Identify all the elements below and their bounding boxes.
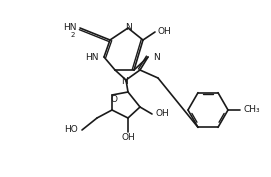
Text: N: N	[153, 53, 160, 61]
Text: OH: OH	[121, 133, 135, 142]
Text: 2: 2	[71, 32, 75, 38]
Text: HO: HO	[64, 125, 78, 135]
Text: O: O	[111, 96, 118, 104]
Text: OH: OH	[156, 110, 170, 118]
Text: OH: OH	[158, 27, 172, 36]
Text: HN: HN	[63, 24, 77, 33]
Text: CH₃: CH₃	[244, 105, 261, 115]
Text: N: N	[122, 78, 128, 87]
Text: HN: HN	[85, 53, 99, 61]
Text: N: N	[125, 22, 131, 32]
